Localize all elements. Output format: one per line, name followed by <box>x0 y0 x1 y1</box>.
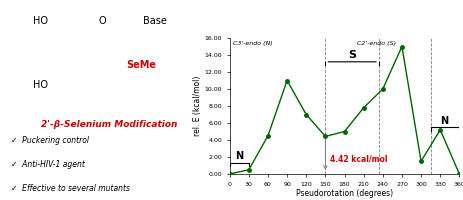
Text: HO: HO <box>33 80 48 90</box>
Text: SeMe: SeMe <box>125 60 156 70</box>
Text: ✓  Anti-HIV-1 agent: ✓ Anti-HIV-1 agent <box>11 160 85 169</box>
Text: 2'-β-Selenium Modification: 2'-β-Selenium Modification <box>41 120 177 129</box>
Text: S: S <box>347 50 356 60</box>
Text: ✓  Puckering control: ✓ Puckering control <box>11 136 89 145</box>
Text: N: N <box>440 116 448 126</box>
Text: ✓  Effective to several mutants: ✓ Effective to several mutants <box>11 184 130 193</box>
X-axis label: Pseudorotation (degrees): Pseudorotation (degrees) <box>295 189 392 198</box>
Text: O: O <box>98 16 106 26</box>
Text: 4.42 kcal/mol: 4.42 kcal/mol <box>330 154 387 163</box>
Text: Base: Base <box>142 16 166 26</box>
Text: HO: HO <box>33 16 48 26</box>
Y-axis label: rel. E (kcal/mol): rel. E (kcal/mol) <box>192 76 201 136</box>
Text: N: N <box>235 151 243 161</box>
Text: C2'-endo (S): C2'-endo (S) <box>357 41 395 46</box>
Text: C3'-endo (N): C3'-endo (N) <box>232 41 272 46</box>
